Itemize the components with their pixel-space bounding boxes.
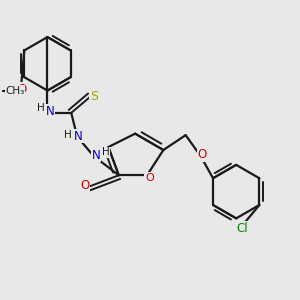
Text: S: S: [90, 90, 98, 103]
Text: O: O: [197, 148, 207, 161]
Text: N: N: [92, 149, 100, 162]
Text: O: O: [81, 179, 90, 192]
Text: H: H: [37, 103, 45, 113]
Text: O: O: [145, 172, 154, 183]
Text: N: N: [74, 130, 83, 142]
Text: CH₃: CH₃: [5, 85, 25, 96]
Text: H: H: [64, 130, 71, 140]
Text: N: N: [46, 105, 55, 118]
Text: Cl: Cl: [236, 222, 248, 235]
Text: O: O: [18, 82, 27, 96]
Text: H: H: [101, 147, 109, 158]
